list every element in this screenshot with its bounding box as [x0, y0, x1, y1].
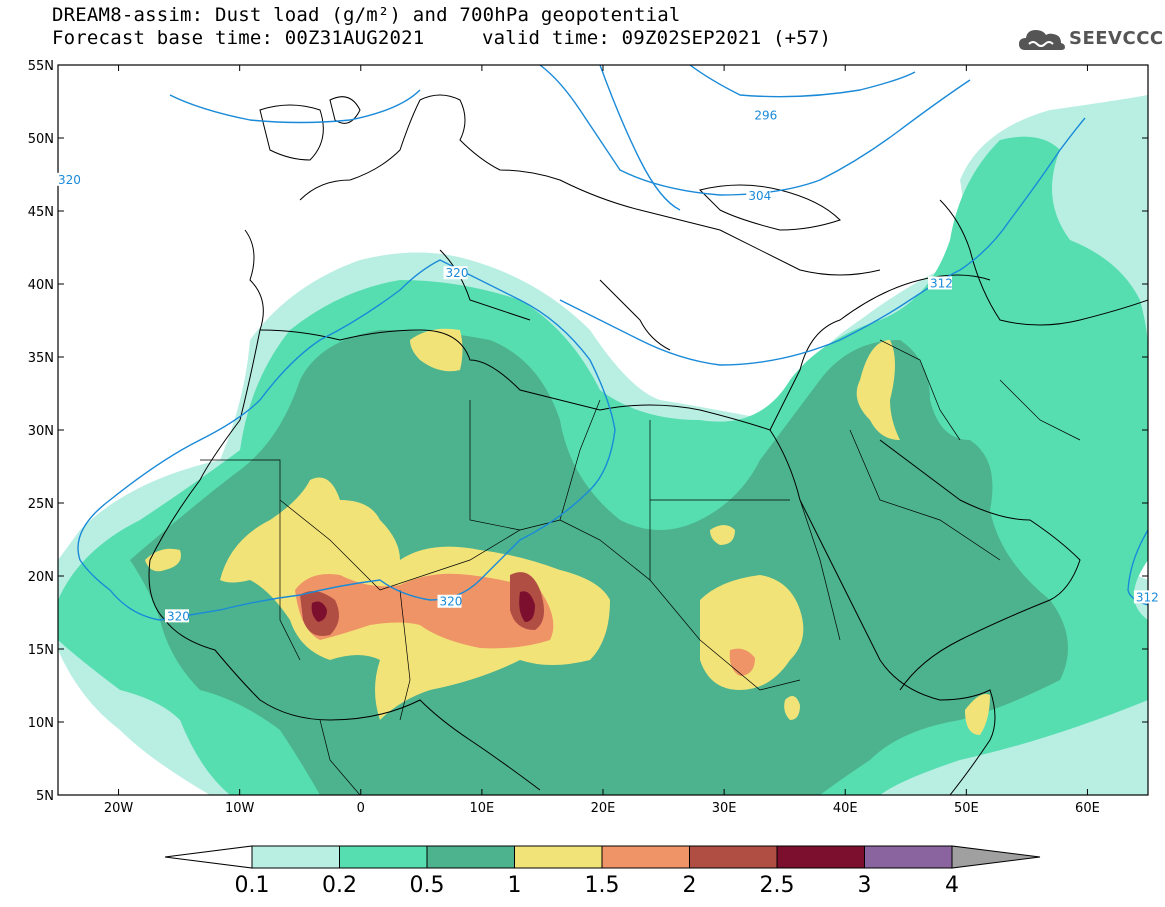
colorbar-swatch	[601, 845, 690, 869]
dust-level-1-egypt	[710, 525, 735, 545]
lon-label: 0	[357, 801, 365, 816]
contour-label-bg	[56, 172, 80, 186]
contour-label: 304	[748, 189, 771, 203]
lat-label: 40N	[28, 278, 54, 293]
contour-label: 312	[930, 276, 953, 290]
lat-label: 35N	[28, 351, 54, 366]
valid-time: valid time: 09Z02SEP2021 (+57)	[482, 27, 832, 49]
colorbar-labels: 0.1 0.2 0.5 1 1.5 2 2.5 3 4	[235, 873, 960, 898]
dust-level-0.5	[130, 330, 1068, 795]
colorbar-tick-label: 0.5	[410, 873, 445, 898]
colorbar-swatch	[339, 845, 428, 869]
contour-label: 320	[167, 609, 190, 623]
contour-label: 296	[754, 109, 777, 123]
colorbar-swatch	[251, 845, 340, 869]
lon-label: 30E	[712, 801, 737, 816]
lat-label: 30N	[28, 424, 54, 439]
latitude-labels: 55N 50N 45N 40N 35N 30N 25N 20N 15N 10N 5N	[28, 59, 54, 804]
dust-level-1-mauritania	[145, 548, 181, 572]
colorbar-tick-label: 3	[858, 873, 872, 898]
contour-labels: 320 320 320 320 296 304 312 312	[56, 108, 1159, 623]
dust-level-1.5	[295, 573, 554, 649]
lon-label: 40E	[833, 801, 858, 816]
dust-level-1-iraq	[856, 340, 900, 440]
lon-label: 50E	[954, 801, 979, 816]
contour-label: 320	[440, 595, 463, 609]
map-subtitle: Forecast base time: 00Z31AUG2021 valid ti…	[52, 27, 831, 49]
colorbar-tick-label: 0.2	[322, 873, 357, 898]
contour-label-bg	[752, 108, 777, 122]
lon-label: 20W	[104, 801, 134, 816]
lat-label: 45N	[28, 205, 54, 220]
dust-field	[58, 65, 1148, 795]
cloud-icon	[1019, 30, 1065, 50]
colorbar-swatch	[426, 845, 515, 869]
lat-label: 15N	[28, 643, 54, 658]
lon-label: 60E	[1075, 801, 1100, 816]
dust-level-1.5-sudan	[729, 648, 755, 676]
colorbar-under-arrow	[164, 845, 253, 869]
colorbar-swatch	[776, 845, 865, 869]
contour-label: 320	[58, 173, 81, 187]
colorbar-tick-label: 1	[508, 873, 522, 898]
colorbar-swatch	[689, 845, 778, 869]
lat-label: 25N	[28, 497, 54, 512]
dust-level-2.5-west	[311, 601, 327, 622]
colorbar-swatch	[864, 845, 953, 869]
dust-level-1-somalia	[965, 694, 990, 735]
coastlines	[148, 94, 1148, 795]
contour-label-bg	[928, 276, 952, 290]
colorbar-tick-label: 2.5	[760, 873, 795, 898]
contour-label-bg	[437, 594, 462, 608]
colorbar	[164, 845, 1041, 869]
contour-label-bg	[443, 266, 468, 280]
lat-label: 55N	[28, 59, 54, 74]
contour-label: 320	[446, 266, 469, 280]
geopotential-contours	[77, 65, 1148, 621]
axis-ticks	[58, 64, 1148, 796]
lon-label: 20E	[591, 801, 616, 816]
contour-label-bg	[1133, 590, 1158, 604]
lat-label: 50N	[28, 132, 54, 147]
contour-label-bg	[746, 188, 771, 202]
colorbar-tick-label: 0.1	[235, 873, 270, 898]
logo-text: SEEVCCC	[1069, 28, 1164, 49]
lon-label: 10E	[470, 801, 495, 816]
map-title: DREAM8-assim: Dust load (g/m²) and 700hP…	[52, 4, 681, 26]
longitude-labels: 20W 10W 0 10E 20E 30E 40E 50E 60E	[104, 801, 1100, 816]
colorbar-swatch	[514, 845, 603, 869]
colorbar-tick-label: 2	[683, 873, 697, 898]
contour-label: 312	[1136, 590, 1159, 604]
dust-level-1-algeria	[410, 328, 463, 372]
lon-label: 10W	[225, 801, 255, 816]
colorbar-tick-label: 4	[945, 873, 959, 898]
colorbar-tick-label: 1.5	[585, 873, 620, 898]
colorbar-over-arrow	[951, 845, 1041, 869]
lat-label: 5N	[36, 789, 54, 804]
contour-label-bg	[165, 609, 189, 623]
country-borders	[200, 339, 1081, 795]
seevccc-logo: SEEVCCC	[1017, 22, 1163, 58]
dust-level-1-ethiopia	[784, 696, 800, 720]
forecast-base-time: Forecast base time: 00Z31AUG2021	[52, 27, 425, 49]
dust-level-2.5-east	[519, 591, 535, 622]
lat-label: 20N	[28, 570, 54, 585]
lat-label: 10N	[28, 716, 54, 731]
